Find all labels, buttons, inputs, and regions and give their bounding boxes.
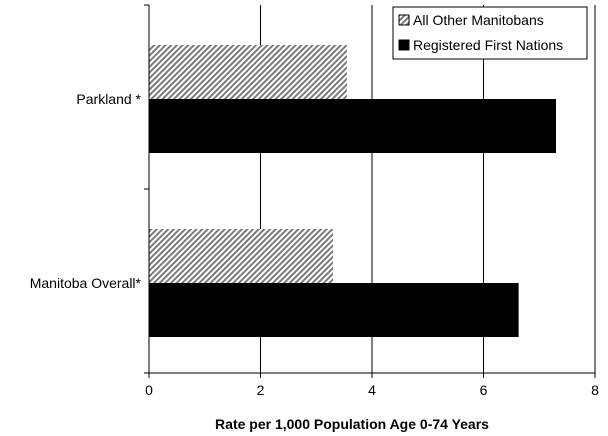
x-axis-title: Rate per 1,000 Population Age 0-74 Years [215, 416, 489, 432]
x-tick-label-6: 6 [480, 382, 488, 398]
bars [149, 45, 556, 337]
legend: All Other Manitobans Registered First Nat… [392, 6, 588, 60]
category-labels: Parkland * Manitoba Overall* [30, 91, 142, 291]
x-tick-label-0: 0 [145, 382, 153, 398]
legend-swatch-0 [398, 14, 410, 26]
x-tick-labels: 0 2 4 6 8 [145, 382, 599, 398]
bar-registered-first-nations-0 [149, 99, 556, 153]
axes [144, 4, 596, 378]
legend-label-0: All Other Manitobans [413, 12, 544, 28]
category-label-0: Parkland * [76, 91, 141, 107]
x-tick-label-4: 4 [368, 382, 376, 398]
legend-swatch-1 [398, 39, 410, 51]
bar-all-other-manitobans-1 [149, 229, 333, 283]
bar-registered-first-nations-1 [149, 283, 519, 337]
legend-box [392, 6, 588, 60]
bar-all-other-manitobans-0 [149, 45, 347, 99]
category-label-1: Manitoba Overall* [30, 275, 142, 291]
legend-label-1: Registered First Nations [413, 37, 563, 53]
x-tick-label-2: 2 [257, 382, 265, 398]
x-tick-label-8: 8 [591, 382, 599, 398]
